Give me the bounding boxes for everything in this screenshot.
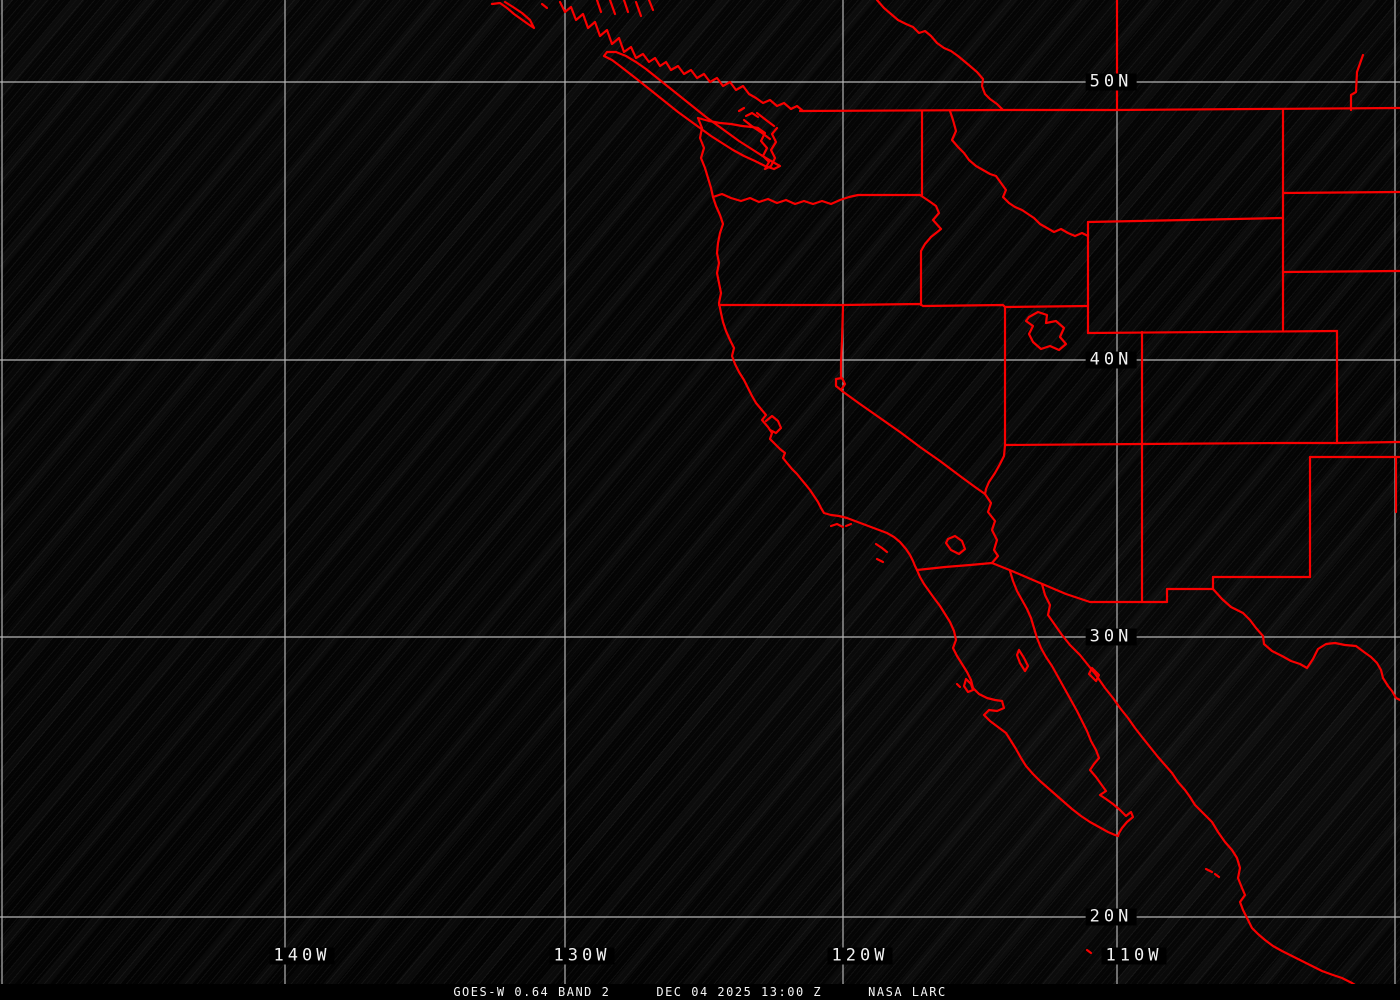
coastlines-tiburon-island (1087, 666, 1101, 683)
lakes-salton-sea (944, 534, 967, 556)
coastlines-vancouver-island (602, 50, 782, 171)
caption-product: GOES-W 0.64 BAND 2 (453, 985, 611, 999)
coastlines-islas-marias-1 (1204, 867, 1214, 874)
lon-label-140w: 140W (269, 947, 335, 965)
coastlines-cedros-island (962, 677, 975, 694)
coastlines-fjord-finger-4 (634, 0, 643, 18)
coastlines-angel-guarda-island (1015, 648, 1030, 673)
borders-bc-ab-divide (875, 0, 1005, 112)
coastlines-pacific-coast-us-baja (696, 116, 1120, 838)
coastlines-strait-islands-1 (742, 118, 772, 141)
coastlines-san-juan-islands-1 (744, 111, 760, 119)
coastlines-haida-islet (540, 2, 549, 10)
borders-wy-south-41n (1086, 329, 1339, 335)
coastlines-puget-sound (756, 126, 779, 171)
borders-sk-mb (1349, 53, 1365, 112)
lon-label-130w: 130W (549, 947, 615, 965)
coastlines-fjord-finger-1 (595, 0, 603, 14)
borders-nd-sd (1281, 190, 1400, 195)
borders-mt-id-divide (948, 109, 1090, 238)
borders-sd-ne-43n (1281, 269, 1400, 274)
borders-nv-az-colorado-river (983, 443, 1007, 496)
borders-ca-nv-diagonal (840, 389, 987, 496)
coastlines-catalina-island (874, 542, 889, 554)
coastlines-bc-mainland-coast (558, 0, 805, 113)
coastlines-fjord-finger-5 (647, 0, 655, 12)
lon-label-120w: 120W (827, 947, 893, 965)
borders-us-mexico-border (915, 561, 1215, 604)
coastlines-haida-gwaii-fragment (490, 0, 536, 30)
borders-rio-grande (1211, 587, 1400, 702)
caption-bar: GOES-W 0.64 BAND 2 DEC 04 2025 13:00 Z N… (0, 984, 1400, 1000)
lon-label-110w: 110W (1101, 947, 1167, 965)
borders-line-37n (1003, 440, 1400, 447)
coastlines-strait-islands-2 (755, 111, 776, 128)
caption-credit: NASA LARC (868, 985, 947, 999)
borders-ca-az-colorado-river (983, 492, 1000, 565)
coastlines-baja-gulf-coast (1008, 569, 1135, 838)
coastlines-san-clemente-island (875, 557, 885, 564)
borders-wy-mt-45n (1086, 216, 1285, 224)
coastlines-san-benito-islet (955, 682, 962, 689)
borders-or-id-snake (918, 193, 943, 307)
lakes-great-salt-lake (1024, 310, 1068, 352)
coastlines-sf-bay (764, 414, 783, 435)
borders-canada-49n (798, 106, 1400, 113)
coastlines-channel-islands-1 (829, 522, 845, 529)
lat-label-50n: 50N (1085, 73, 1137, 91)
borders-wa-or-columbia (711, 192, 922, 206)
borders-line-42n (717, 302, 1090, 309)
coastlines-channel-islands-2 (844, 522, 853, 528)
lat-label-20n: 20N (1085, 908, 1137, 926)
coastlines-islas-marias-2 (1213, 872, 1221, 879)
lakes-lake-tahoe (834, 376, 847, 392)
coastlines-fjord-finger-3 (622, 0, 630, 14)
coastlines-san-juan-islands-2 (737, 106, 746, 113)
coastlines-socorro-island (1085, 948, 1093, 955)
caption-datetime: DEC 04 2025 13:00 Z (656, 985, 823, 999)
coastlines-fjord-finger-2 (608, 0, 617, 16)
lat-label-40n: 40N (1085, 351, 1137, 369)
lat-label-30n: 30N (1085, 628, 1137, 646)
borders-ca-nv-120w (839, 304, 845, 380)
